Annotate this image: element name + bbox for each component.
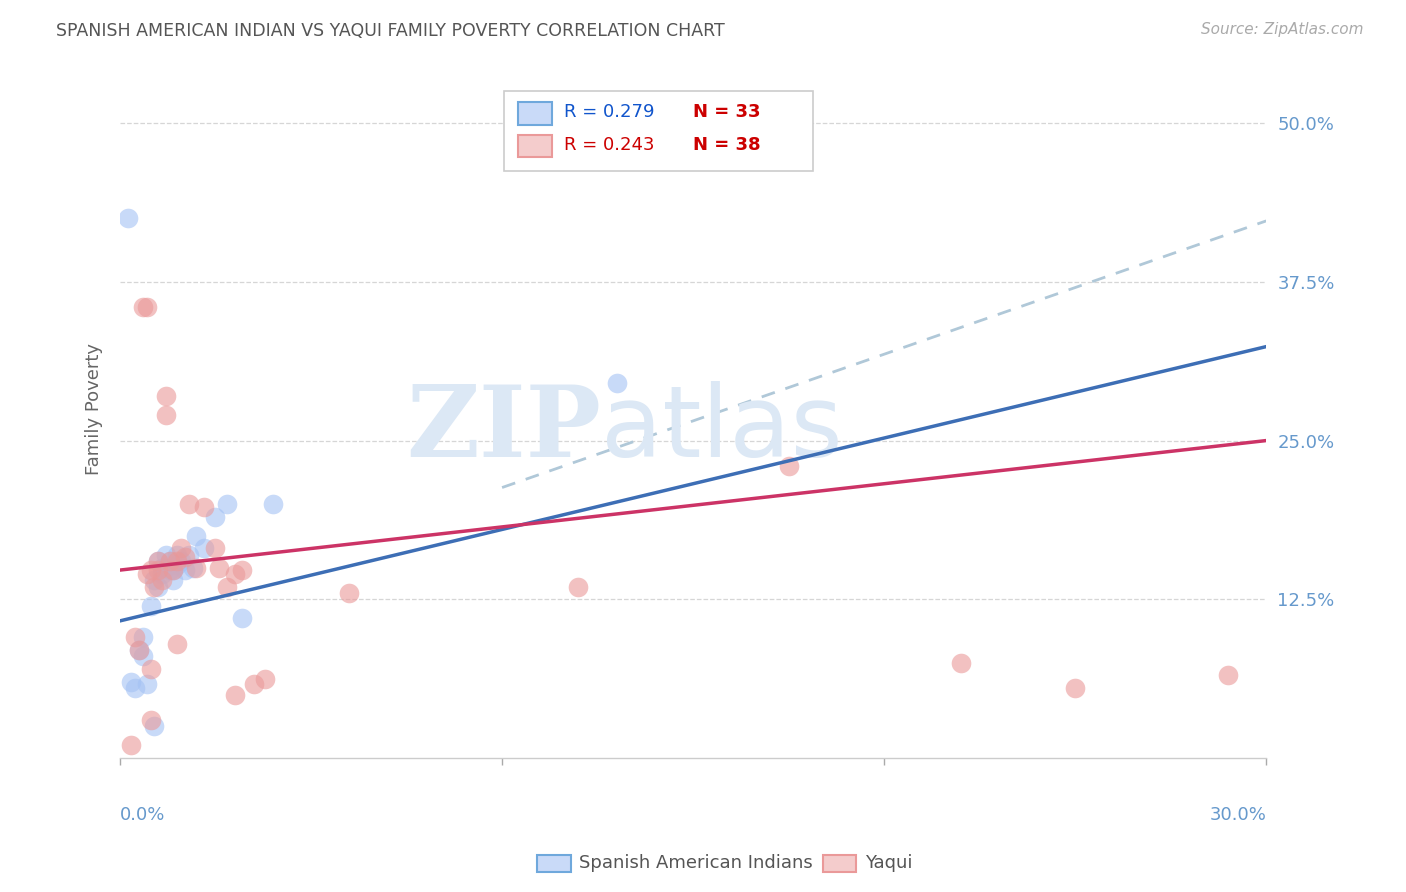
Text: 30.0%: 30.0% [1209,806,1267,824]
Point [262,497,284,511]
Point [162,573,184,587]
Point [186,560,208,574]
Point [231,611,253,625]
Text: atlas: atlas [602,381,844,478]
Text: SPANISH AMERICAN INDIAN VS YAQUI FAMILY POVERTY CORRELATION CHART: SPANISH AMERICAN INDIAN VS YAQUI FAMILY … [56,22,725,40]
Point [177,548,200,562]
Point [148,554,170,568]
Point [162,563,184,577]
Point [143,719,166,733]
Point [155,560,177,574]
Point [186,529,208,543]
Point [1216,668,1239,682]
Point [135,566,157,581]
Point [1064,681,1087,696]
Point [139,713,162,727]
Point [181,560,204,574]
Point [128,643,150,657]
Text: N = 33: N = 33 [693,103,761,121]
Point [166,554,188,568]
Point [224,688,246,702]
Text: ZIP: ZIP [406,381,602,478]
Point [606,376,628,391]
Point [337,586,360,600]
Point [124,681,146,696]
Point [135,300,157,314]
Y-axis label: Family Poverty: Family Poverty [86,343,103,475]
Point [143,580,166,594]
Point [117,211,139,226]
Point [120,739,142,753]
Point [567,580,589,594]
Point [155,408,177,422]
Point [155,548,177,562]
Text: R = 0.243: R = 0.243 [564,136,654,153]
Point [159,554,181,568]
Point [215,580,238,594]
Point [204,509,226,524]
Point [162,563,184,577]
Point [166,637,188,651]
Point [949,656,972,670]
Point [143,573,166,587]
Point [135,677,157,691]
Point [159,563,181,577]
Point [148,554,170,568]
Point [166,548,188,562]
Point [132,300,155,314]
Point [254,673,277,687]
Point [150,560,173,574]
Point [148,580,170,594]
Text: Yaqui: Yaqui [865,855,912,872]
Point [132,631,155,645]
Point [177,497,200,511]
Point [215,497,238,511]
Text: 0.0%: 0.0% [120,806,166,824]
Point [150,566,173,581]
Text: N = 38: N = 38 [693,136,761,153]
Point [128,643,150,657]
Point [242,677,264,691]
Text: R = 0.279: R = 0.279 [564,103,654,121]
Point [155,389,177,403]
Point [150,573,173,587]
Point [139,662,162,676]
Text: Spanish American Indians: Spanish American Indians [579,855,813,872]
Point [231,563,253,577]
Point [159,554,181,568]
Point [124,631,146,645]
Point [224,566,246,581]
Point [139,599,162,613]
Point [166,558,188,572]
FancyBboxPatch shape [517,135,553,157]
Point [120,674,142,689]
Point [148,563,170,577]
Point [193,500,215,514]
Point [174,563,197,577]
Point [204,541,226,556]
Point [132,649,155,664]
Point [170,541,193,556]
Point [193,541,215,556]
Point [170,554,193,568]
Point [174,550,197,565]
Point [778,458,800,473]
Text: Source: ZipAtlas.com: Source: ZipAtlas.com [1201,22,1364,37]
FancyBboxPatch shape [517,103,553,125]
FancyBboxPatch shape [503,91,814,171]
Point [139,563,162,577]
Point [208,560,231,574]
